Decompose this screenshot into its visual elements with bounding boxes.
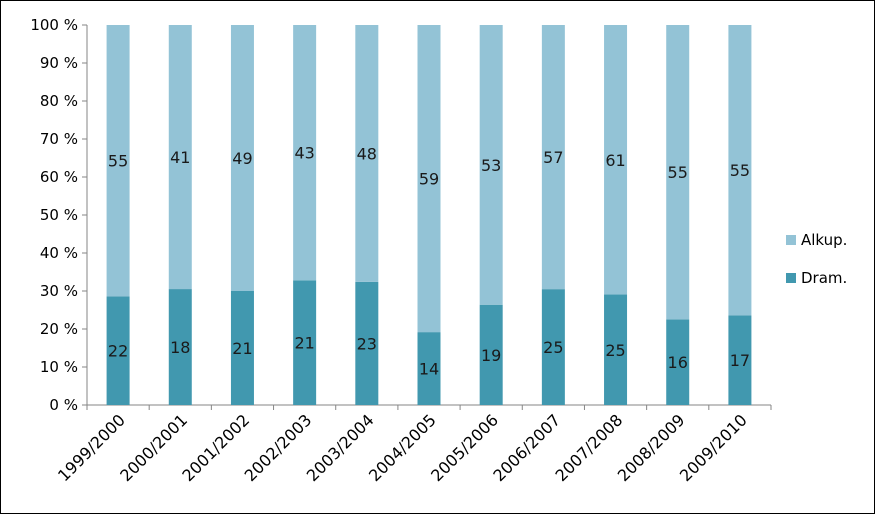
bar-alkup — [355, 25, 379, 282]
legend-label: Dram. — [801, 269, 847, 287]
bar-dram — [230, 291, 254, 405]
data-label-dram: 18 — [170, 338, 190, 357]
data-label-dram: 21 — [232, 339, 252, 358]
data-label-dram: 22 — [108, 342, 128, 361]
legend-label: Alkup. — [801, 231, 847, 249]
bar-dram — [106, 296, 130, 405]
data-label-dram: 21 — [294, 334, 314, 353]
data-label-alkup: 53 — [481, 156, 501, 175]
bar-dram — [168, 289, 192, 405]
y-tick-label: 90 % — [40, 54, 78, 72]
y-tick-label: 60 % — [40, 168, 78, 186]
bar-dram — [541, 289, 565, 405]
y-tick-label: 50 % — [40, 206, 78, 224]
bar-dram — [479, 304, 503, 405]
data-label-alkup: 55 — [668, 163, 688, 182]
data-label-alkup: 43 — [294, 144, 314, 163]
y-tick-label: 100 % — [30, 16, 78, 34]
x-category-label: 2009/2010 — [676, 410, 751, 485]
data-label-alkup: 61 — [605, 151, 625, 170]
data-label-alkup: 55 — [730, 161, 750, 180]
legend-swatch — [786, 273, 796, 283]
bar-dram — [417, 332, 441, 405]
y-tick-label: 0 % — [49, 396, 78, 414]
data-label-dram: 23 — [357, 334, 377, 353]
data-label-alkup: 55 — [108, 152, 128, 171]
y-tick-label: 40 % — [40, 244, 78, 262]
bar-alkup — [604, 25, 628, 295]
bar-alkup — [417, 25, 441, 333]
bar-dram — [355, 281, 379, 405]
bar-alkup — [168, 25, 192, 290]
bar-alkup — [230, 25, 254, 291]
y-tick-label: 70 % — [40, 130, 78, 148]
bar-alkup — [541, 25, 565, 290]
bar-alkup — [293, 25, 317, 281]
data-label-alkup: 59 — [419, 170, 439, 189]
bar-alkup — [479, 25, 503, 305]
data-label-dram: 25 — [543, 338, 563, 357]
bar-dram — [293, 280, 317, 405]
bar-dram — [604, 294, 628, 405]
data-label-alkup: 57 — [543, 148, 563, 167]
data-label-alkup: 41 — [170, 148, 190, 167]
bar-alkup — [666, 25, 690, 320]
bar-alkup — [106, 25, 130, 297]
data-label-dram: 25 — [605, 341, 625, 360]
legend-swatch — [786, 235, 796, 245]
data-label-alkup: 49 — [232, 149, 252, 168]
y-tick-label: 10 % — [40, 358, 78, 376]
y-tick-label: 20 % — [40, 320, 78, 338]
data-label-dram: 19 — [481, 346, 501, 365]
y-tick-label: 80 % — [40, 92, 78, 110]
data-label-dram: 14 — [419, 360, 439, 379]
bar-alkup — [728, 25, 752, 316]
data-label-dram: 16 — [668, 353, 688, 372]
data-label-dram: 17 — [730, 351, 750, 370]
data-label-alkup: 48 — [357, 144, 377, 163]
bar-dram — [666, 319, 690, 405]
bar-dram — [728, 315, 752, 405]
y-tick-label: 30 % — [40, 282, 78, 300]
